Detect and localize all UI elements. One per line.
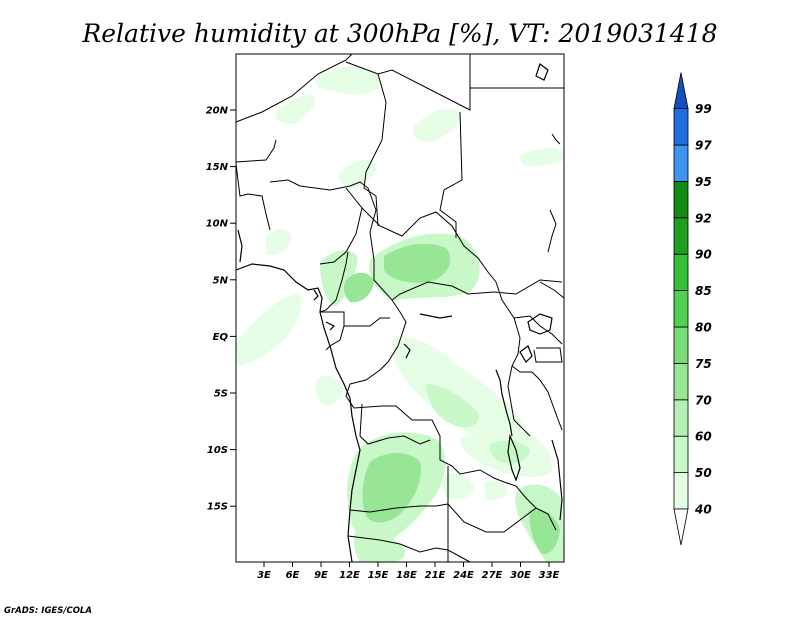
- colorbar-label: 40: [694, 503, 712, 517]
- humidity-shading: [236, 66, 564, 562]
- credit-text: GrADS: IGES/COLA: [4, 606, 92, 616]
- colorbar-label: 99: [695, 102, 712, 116]
- colorbar-label: 90: [695, 248, 712, 262]
- longitude-label: 27E: [482, 570, 503, 581]
- country-borders: [235, 53, 565, 563]
- longitude-label: 12E: [339, 570, 360, 581]
- colorbar-bin: [673, 472, 689, 510]
- coastlines: [235, 63, 563, 563]
- latitude-label: 15S: [207, 502, 228, 513]
- colorbar-bin: [673, 326, 689, 364]
- colorbar-bin: [673, 180, 689, 219]
- colorbar-top-cap: [673, 72, 689, 109]
- colorbar-bin: [673, 253, 689, 291]
- longitude-label: 21E: [425, 570, 446, 581]
- longitude-label: 33E: [539, 570, 560, 581]
- colorbar-label: 95: [695, 175, 712, 189]
- longitude-label: 30E: [510, 570, 531, 581]
- longitude-label: 9E: [314, 570, 328, 581]
- latitude-label: 5S: [214, 389, 228, 400]
- map-title: Relative humidity at 300hPa [%], VT: 201…: [81, 19, 717, 48]
- colorbar-bin: [673, 217, 689, 255]
- latitude-label: 5N: [213, 275, 229, 286]
- colorbar-label: 50: [695, 466, 712, 480]
- longitude-label: 15E: [368, 570, 389, 581]
- colorbar-bin: [673, 362, 689, 401]
- colorbar-label: 97: [695, 139, 712, 153]
- latitude-label: 10S: [207, 445, 228, 456]
- colorbar-label: 70: [695, 393, 712, 407]
- longitude-label: 18E: [396, 570, 417, 581]
- colorbar: 40 50 60 70 75 80 85 90 92 95 97 99: [673, 72, 712, 546]
- map-frame: [235, 53, 565, 563]
- map-area: 20N 15N 10N 5N EQ 5S 10S 15S 3E 6E 9E 12E 15E 18E 21E…: [206, 53, 565, 581]
- colorbar-label: 75: [695, 357, 712, 371]
- colorbar-label: 80: [695, 321, 712, 335]
- colorbar-bin: [673, 435, 689, 474]
- colorbar-bin: [673, 144, 689, 182]
- colorbar-label: 60: [695, 430, 712, 444]
- latitude-axis: 20N 15N 10N 5N EQ 5S 10S 15S: [206, 106, 236, 513]
- latitude-label: 20N: [206, 106, 229, 117]
- longitude-label: 6E: [286, 570, 300, 581]
- colorbar-bottom-cap: [673, 508, 689, 546]
- longitude-axis: 3E 6E 9E 12E 15E 18E 21E 24E 27E 30E 33E: [257, 562, 560, 581]
- latitude-label: 15N: [206, 162, 229, 173]
- latitude-label: 10N: [206, 219, 229, 230]
- colorbar-label: 85: [695, 284, 712, 298]
- latitude-label: EQ: [213, 332, 229, 343]
- colorbar-bin: [673, 290, 689, 328]
- colorbar-bin: [673, 108, 689, 146]
- longitude-label: 3E: [257, 570, 271, 581]
- longitude-label: 24E: [453, 570, 474, 581]
- colorbar-label: 92: [695, 211, 712, 225]
- colorbar-bin: [673, 399, 689, 437]
